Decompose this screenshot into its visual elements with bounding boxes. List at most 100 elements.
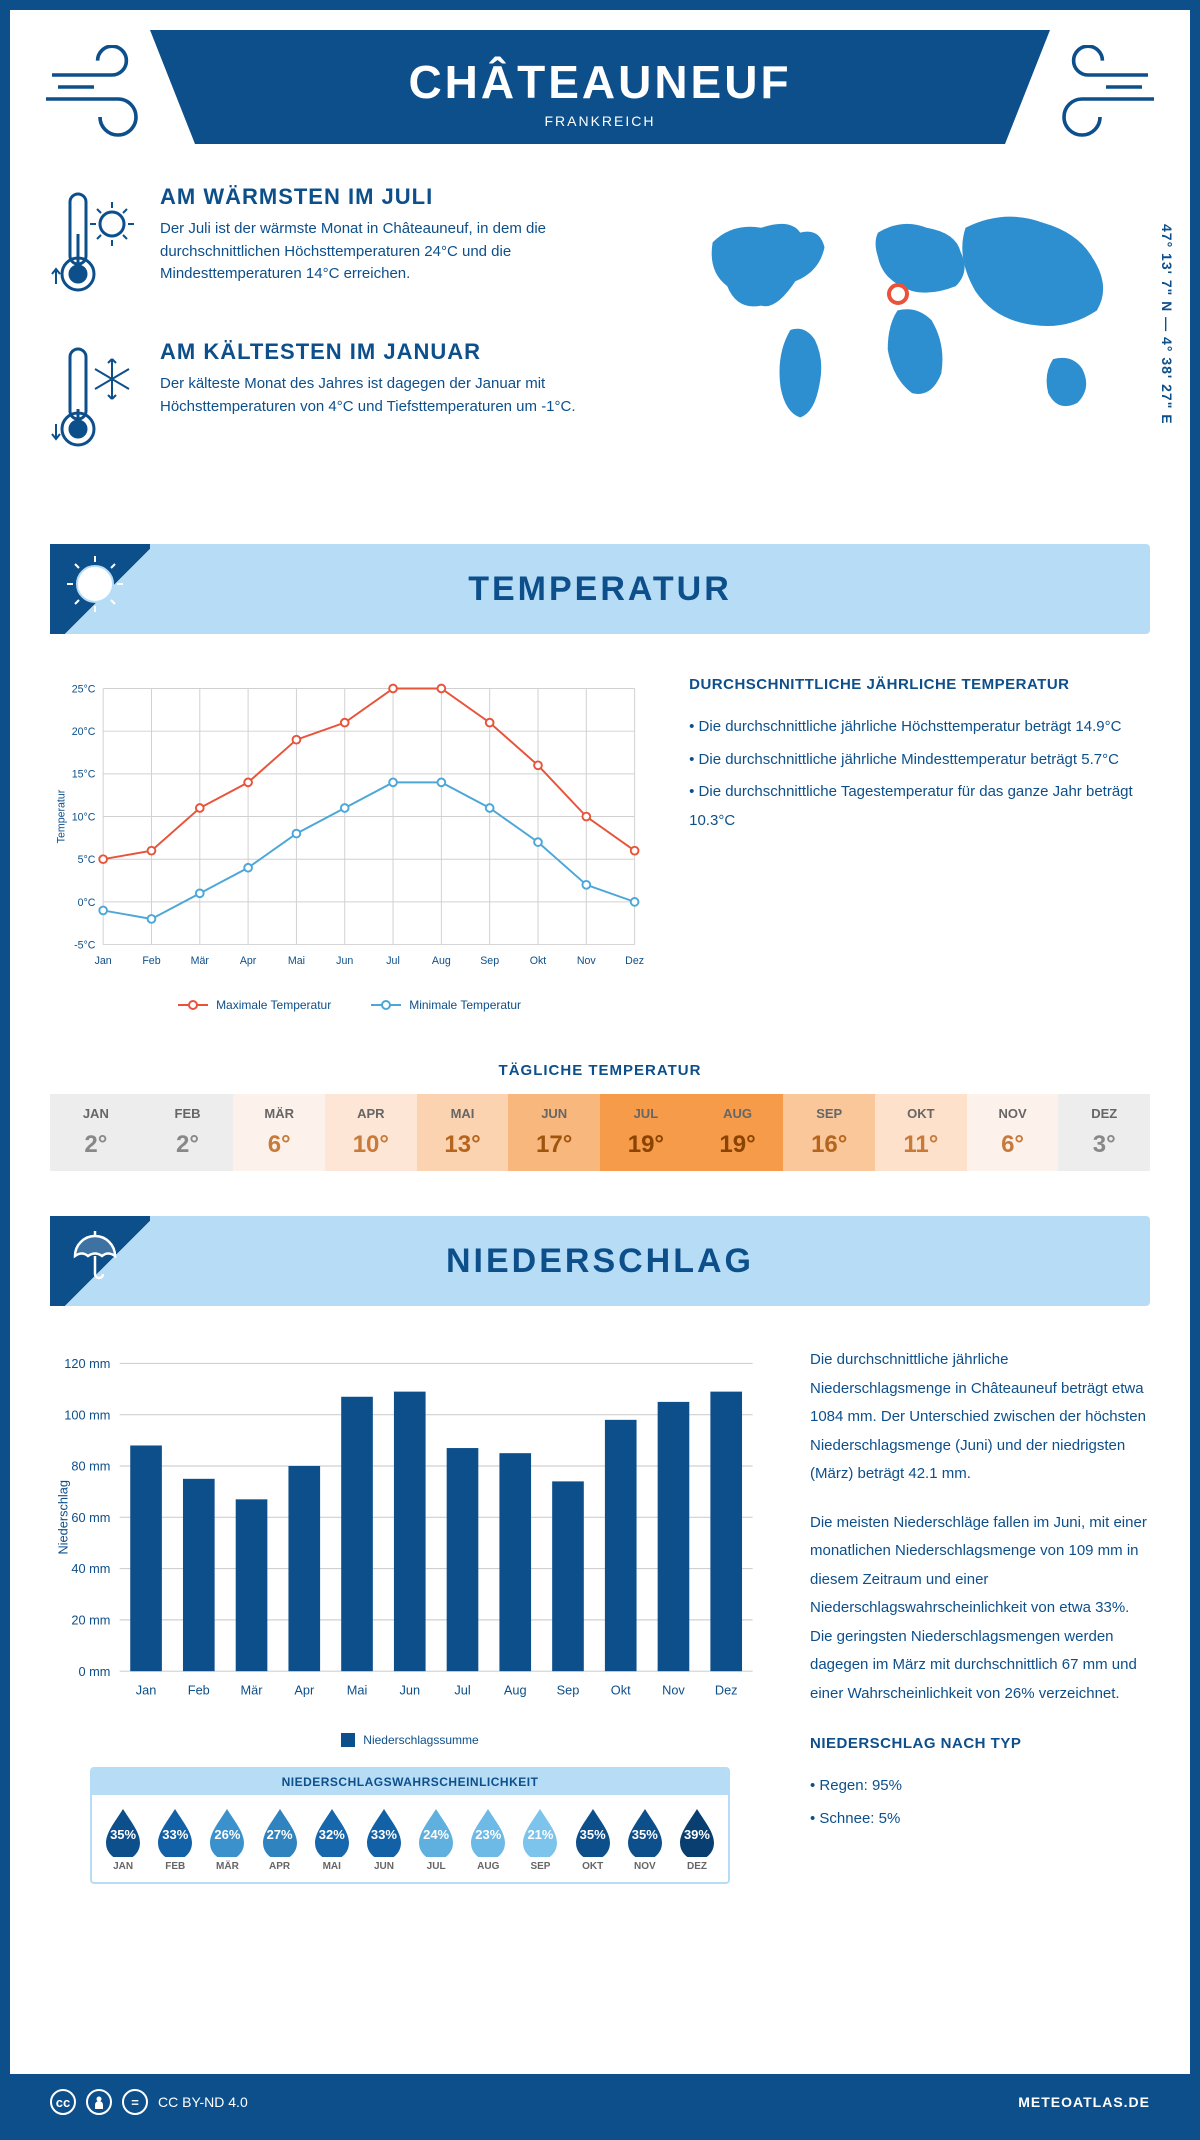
precip-type-heading: NIEDERSCHLAG NACH TYP [810, 1733, 1150, 1754]
svg-text:Mär: Mär [241, 1683, 264, 1698]
precip-type-bullet: • Schnee: 5% [810, 1805, 1150, 1834]
coldest-text: Der kälteste Monat des Jahres ist dagege… [160, 373, 634, 418]
daily-temp-cell: JUL19° [600, 1094, 692, 1171]
coldest-title: AM KÄLTESTEN IM JANUAR [160, 339, 634, 365]
precip-prob-cell: 35%NOV [619, 1805, 671, 1872]
precip-p2: Die meisten Niederschläge fallen im Juni… [810, 1509, 1150, 1709]
svg-text:Aug: Aug [432, 955, 451, 967]
coordinates: 47° 13' 7" N — 4° 38' 27" E [1159, 224, 1175, 425]
warmest-text: Der Juli ist der wärmste Monat in Châtea… [160, 218, 634, 286]
svg-text:120 mm: 120 mm [64, 1356, 110, 1371]
svg-text:0°C: 0°C [78, 897, 96, 909]
svg-text:80 mm: 80 mm [71, 1459, 110, 1474]
svg-text:20°C: 20°C [72, 726, 96, 738]
svg-text:Dez: Dez [625, 955, 644, 967]
svg-text:Niederschlag: Niederschlag [55, 1480, 70, 1555]
precipitation-summary: Die durchschnittliche jährliche Niedersc… [810, 1346, 1150, 1884]
precipitation-chart: 0 mm 20 mm 40 mm 60 mm 80 mm 100 mm 120 mm Jan F… [50, 1346, 770, 1884]
svg-text:Nov: Nov [577, 955, 597, 967]
svg-text:100 mm: 100 mm [64, 1408, 110, 1423]
country-subtitle: FRANKREICH [170, 113, 1030, 129]
svg-text:60 mm: 60 mm [71, 1510, 110, 1525]
precip-prob-cell: 24%JUL [410, 1805, 462, 1872]
daily-temp-grid: JAN2°FEB2°MÄR6°APR10°MAI13°JUN17°JUL19°A… [50, 1094, 1150, 1171]
umbrella-icon [65, 1226, 125, 1286]
site-name: METEOATLAS.DE [1018, 2094, 1150, 2110]
svg-text:5°C: 5°C [78, 854, 96, 866]
daily-temp-cell: OKT11° [875, 1094, 967, 1171]
svg-text:Jan: Jan [95, 955, 112, 967]
daily-temp-heading: TÄGLICHE TEMPERATUR [10, 1062, 1190, 1079]
svg-text:Nov: Nov [662, 1683, 685, 1698]
temperature-section-head: TEMPERATUR [50, 544, 1150, 634]
svg-text:40 mm: 40 mm [71, 1561, 110, 1576]
svg-text:Mai: Mai [347, 1683, 368, 1698]
precip-p1: Die durchschnittliche jährliche Niedersc… [810, 1346, 1150, 1489]
warmest-title: AM WÄRMSTEN IM JULI [160, 184, 634, 210]
svg-text:Mär: Mär [191, 955, 210, 967]
cc-icon: cc [50, 2089, 76, 2115]
svg-text:Okt: Okt [530, 955, 547, 967]
precipitation-section-head: NIEDERSCHLAG [50, 1216, 1150, 1306]
precip-prob-cell: 39%DEZ [671, 1805, 723, 1872]
precip-prob-cell: 35%JAN [97, 1805, 149, 1872]
precip-prob-heading: NIEDERSCHLAGSWAHRSCHEINLICHKEIT [92, 1769, 728, 1795]
svg-text:Apr: Apr [240, 955, 257, 967]
precip-prob-cell: 27%APR [254, 1805, 306, 1872]
precip-type-bullet: • Regen: 95% [810, 1772, 1150, 1801]
precip-prob-cell: 33%JUN [358, 1805, 410, 1872]
svg-text:Sep: Sep [557, 1683, 580, 1698]
svg-text:Sep: Sep [480, 955, 499, 967]
svg-text:25°C: 25°C [72, 683, 96, 695]
daily-temp-cell: JUN17° [508, 1094, 600, 1171]
svg-text:Mai: Mai [288, 955, 305, 967]
temperature-summary: DURCHSCHNITTLICHE JÄHRLICHE TEMPERATUR •… [689, 674, 1150, 1012]
temp-summary-heading: DURCHSCHNITTLICHE JÄHRLICHE TEMPERATUR [689, 674, 1150, 695]
temperature-chart: -5°C0°C5°C10°C15°C20°C25°CJanFebMärAprMa… [50, 674, 649, 1012]
thermometer-hot-icon [50, 184, 140, 304]
world-map: 47° 13' 7" N — 4° 38' 27" E [664, 184, 1150, 494]
wind-icon [1040, 45, 1160, 141]
svg-text:15°C: 15°C [72, 769, 96, 781]
daily-temp-cell: AUG19° [692, 1094, 784, 1171]
temperature-heading: TEMPERATUR [468, 570, 732, 609]
svg-text:Okt: Okt [611, 1683, 631, 1698]
precip-prob-cell: 26%MÄR [201, 1805, 253, 1872]
svg-text:Jan: Jan [136, 1683, 157, 1698]
precip-probability: NIEDERSCHLAGSWAHRSCHEINLICHKEIT 35%JAN33… [90, 1767, 730, 1884]
nd-icon: = [122, 2089, 148, 2115]
temp-bullet: • Die durchschnittliche jährliche Mindes… [689, 746, 1150, 775]
svg-text:10°C: 10°C [72, 811, 96, 823]
coldest-block: AM KÄLTESTEN IM JANUAR Der kälteste Mona… [50, 339, 634, 464]
daily-temp-cell: MAI13° [417, 1094, 509, 1171]
legend-item: .leg-sw[style*='#e8533a']::after{border-… [178, 998, 331, 1012]
svg-text:Jul: Jul [454, 1683, 470, 1698]
precip-prob-cell: 33%FEB [149, 1805, 201, 1872]
svg-text:Feb: Feb [142, 955, 160, 967]
svg-text:Feb: Feb [188, 1683, 210, 1698]
svg-text:0 mm: 0 mm [78, 1664, 110, 1679]
svg-text:Dez: Dez [715, 1683, 738, 1698]
svg-text:Temperatur: Temperatur [56, 789, 68, 843]
daily-temp-cell: MÄR6° [233, 1094, 325, 1171]
precip-prob-cell: 21%SEP [514, 1805, 566, 1872]
daily-temp-cell: APR10° [325, 1094, 417, 1171]
precip-prob-cell: 32%MAI [306, 1805, 358, 1872]
legend-item: .leg-sw[style*='#4ca7d8']::after{border-… [371, 998, 521, 1012]
daily-temp-cell: NOV6° [967, 1094, 1059, 1171]
header: CHÂTEAUNEUF FRANKREICH [150, 30, 1050, 144]
svg-text:Jun: Jun [336, 955, 353, 967]
precip-prob-cell: 35%OKT [567, 1805, 619, 1872]
temp-bullet: • Die durchschnittliche jährliche Höchst… [689, 713, 1150, 742]
svg-text:Apr: Apr [294, 1683, 315, 1698]
daily-temp-cell: FEB2° [142, 1094, 234, 1171]
svg-text:Aug: Aug [504, 1683, 527, 1698]
footer: cc = CC BY-ND 4.0 METEOATLAS.DE [10, 2074, 1190, 2130]
precip-prob-cell: 23%AUG [462, 1805, 514, 1872]
daily-temp-cell: SEP16° [783, 1094, 875, 1171]
wind-icon [40, 45, 160, 141]
daily-temp-cell: DEZ3° [1058, 1094, 1150, 1171]
temp-bullet: • Die durchschnittliche Tagestemperatur … [689, 778, 1150, 835]
precip-legend: Niederschlagssumme [363, 1733, 478, 1747]
svg-text:20 mm: 20 mm [71, 1613, 110, 1628]
